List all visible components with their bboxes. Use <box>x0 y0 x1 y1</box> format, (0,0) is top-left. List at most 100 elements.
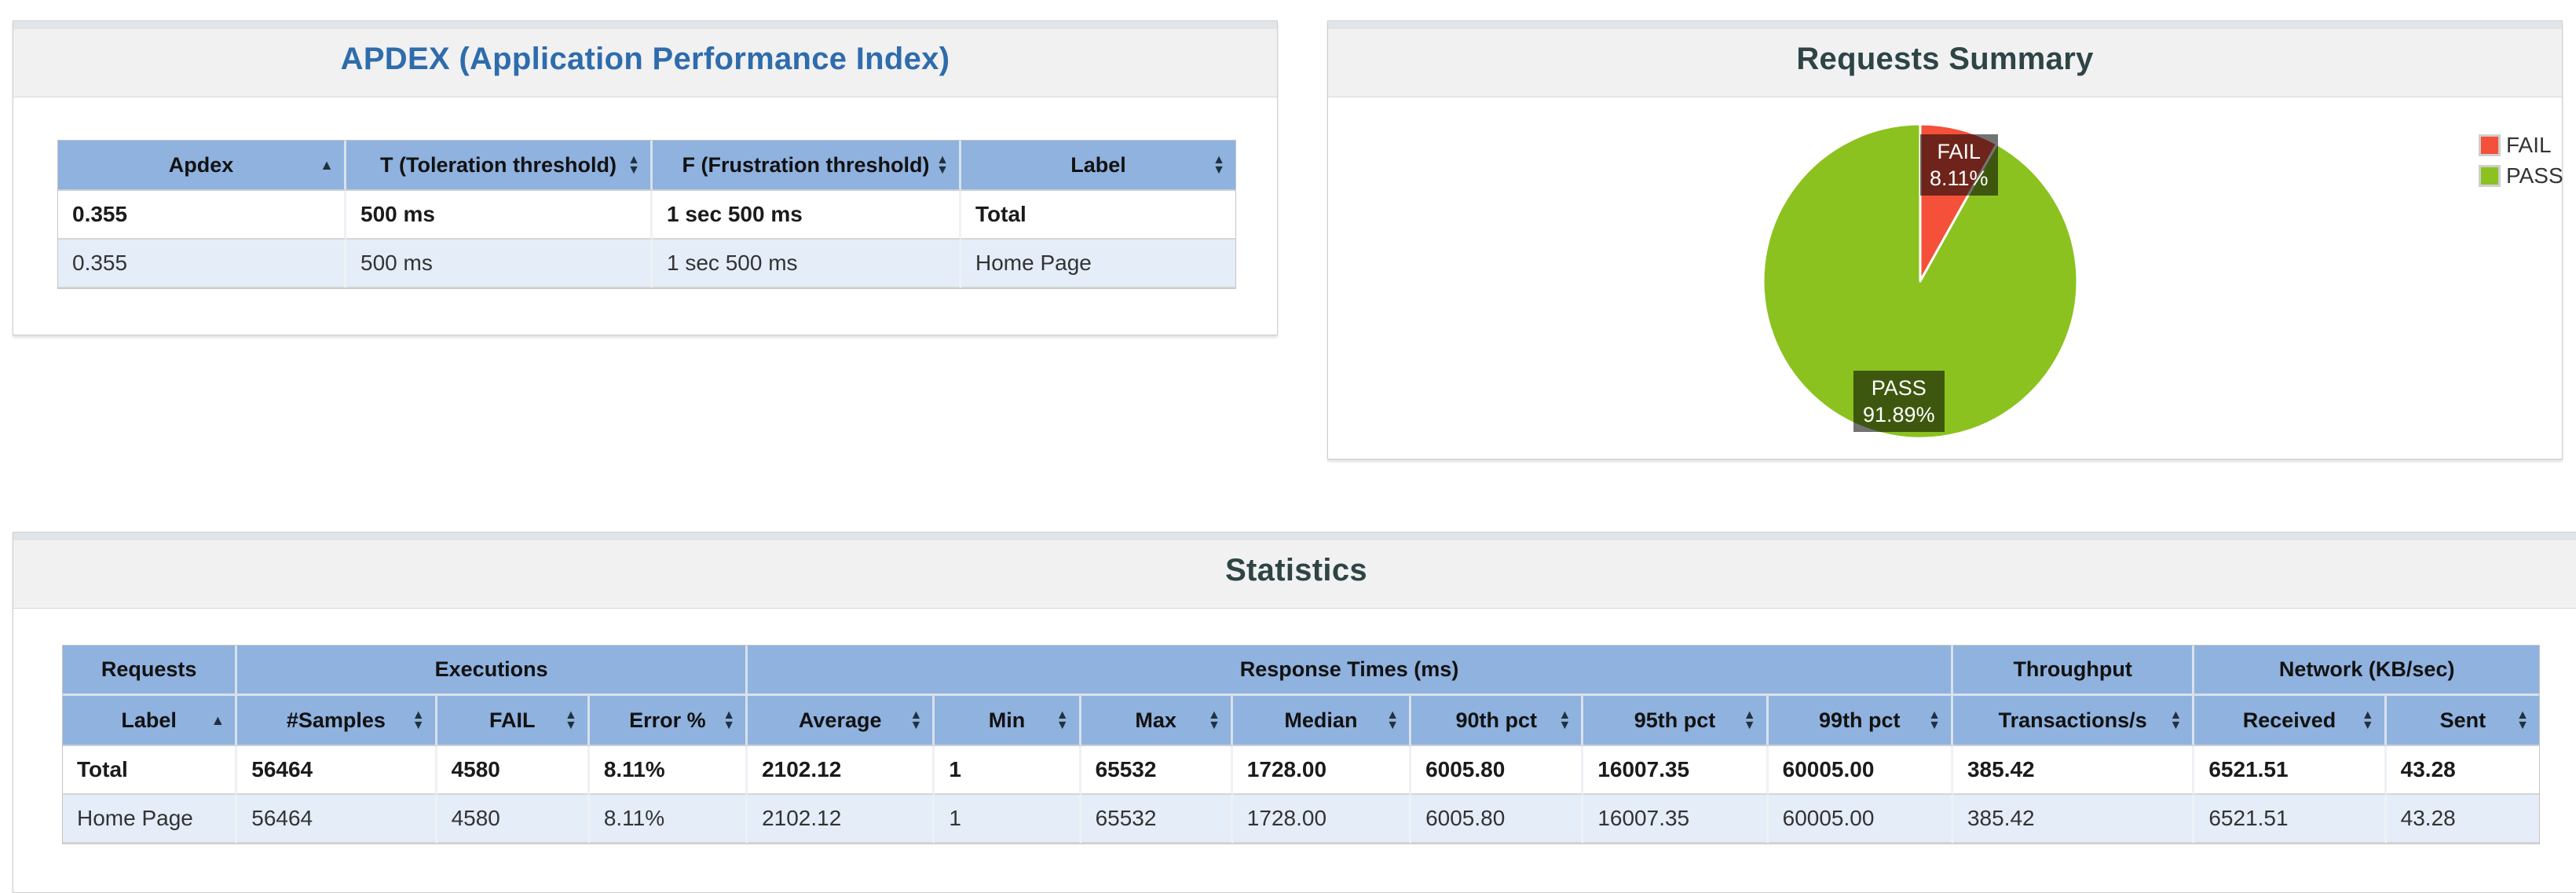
apdex-col-header-frustration[interactable]: F (Frustration threshold) ▲ ▼ <box>653 141 961 191</box>
stats-cell: 6005.80 <box>1411 795 1584 844</box>
sort-both-icon: ▲ ▼ <box>1386 708 1400 732</box>
stats-group-network: Network (KB/sec) <box>2194 646 2539 696</box>
pie-label-fail-name: FAIL <box>1937 140 1981 163</box>
stats-col-label: Min <box>988 708 1026 732</box>
pie-label-pass: PASS 91.89% <box>1853 371 1945 432</box>
sort-both-icon: ▲ ▼ <box>564 708 577 732</box>
sort-both-icon: ▲ ▼ <box>936 153 949 177</box>
apdex-panel-header: APDEX (Application Performance Index) <box>13 21 1277 97</box>
stats-cell: 385.42 <box>1952 746 2195 795</box>
stats-col-label: Average <box>798 708 882 732</box>
apdex-cell: 0.355 <box>58 240 346 288</box>
stats-cell: 385.42 <box>1952 795 2195 844</box>
apdex-cell: 1 sec 500 ms <box>653 240 961 288</box>
stats-cell: 1728.00 <box>1232 746 1412 795</box>
pie-legend: FAIL PASS <box>2479 133 2563 194</box>
stats-col-label: Received <box>2242 708 2336 732</box>
stats-col-label: Sent <box>2439 708 2486 732</box>
stats-cell: Total <box>63 746 238 795</box>
pie-label-fail-pct: 8.11% <box>1930 167 1989 190</box>
apdex-cell: 0.355 <box>58 191 346 240</box>
stats-col-header-median[interactable]: Median ▲ ▼ <box>1232 696 1412 746</box>
stats-cell: 56464 <box>237 746 437 795</box>
stats-col-label: Error % <box>629 708 706 732</box>
sort-both-icon: ▲ ▼ <box>1558 708 1572 732</box>
apdex-table-row-homepage: 0.355 500 ms 1 sec 500 ms Home Page <box>58 240 1235 288</box>
sort-both-icon: ▲ ▼ <box>1743 708 1756 732</box>
apdex-col-header-apdex[interactable]: Apdex ▲ <box>58 141 346 191</box>
stats-cell: 6521.51 <box>2194 746 2387 795</box>
stats-col-header-transactions[interactable]: Transactions/s ▲ ▼ <box>1952 696 2195 746</box>
stats-group-requests: Requests <box>63 646 238 696</box>
stats-cell: 8.11% <box>589 795 748 844</box>
stats-group-executions: Executions <box>237 646 748 696</box>
stats-col-label: FAIL <box>488 708 536 732</box>
stats-col-header-samples[interactable]: #Samples ▲ ▼ <box>237 696 437 746</box>
apdex-cell: 1 sec 500 ms <box>653 191 961 240</box>
apdex-title: APDEX (Application Performance Index) <box>340 41 950 76</box>
stats-cell: 65532 <box>1081 746 1233 795</box>
stats-col-header-average[interactable]: Average ▲ ▼ <box>748 696 935 746</box>
stats-cell: 6005.80 <box>1411 746 1584 795</box>
sort-both-icon: ▲ ▼ <box>1056 708 1069 732</box>
stats-col-header-fail[interactable]: FAIL ▲ ▼ <box>437 696 590 746</box>
sort-both-icon: ▲ ▼ <box>412 708 425 732</box>
stats-cell: 65532 <box>1081 795 1233 844</box>
stats-cell: 4580 <box>437 795 590 844</box>
stats-col-header-error[interactable]: Error % ▲ ▼ <box>589 696 748 746</box>
pie-label-pass-pct: 91.89% <box>1863 403 1935 426</box>
legend-item-fail[interactable]: FAIL <box>2479 133 2563 158</box>
apdex-cell: Total <box>961 191 1235 240</box>
sort-both-icon: ▲ ▼ <box>1213 153 1225 177</box>
apdex-cell: 500 ms <box>346 191 653 240</box>
sort-both-icon: ▲ ▼ <box>909 708 923 732</box>
apdex-table: Apdex ▲ T (Toleration threshold) ▲ ▼ F (F… <box>57 140 1236 289</box>
stats-cell: 8.11% <box>589 746 748 795</box>
stats-col-label: Median <box>1284 708 1358 732</box>
summary-panel-header: Requests Summary <box>1328 21 2562 97</box>
legend-item-pass[interactable]: PASS <box>2479 163 2563 188</box>
apdex-col-header-toleration[interactable]: T (Toleration threshold) ▲ ▼ <box>346 141 653 191</box>
stats-col-header-99th-pct[interactable]: 99th pct ▲ ▼ <box>1768 696 1953 746</box>
apdex-cell: Home Page <box>961 240 1235 288</box>
stats-col-header-max[interactable]: Max ▲ ▼ <box>1081 696 1233 746</box>
apdex-col-header-label[interactable]: Label ▲ ▼ <box>961 141 1235 191</box>
apdex-col-label: Label <box>1070 152 1126 177</box>
pie-slice-pass[interactable] <box>1762 123 2079 440</box>
stats-col-label: 90th pct <box>1455 708 1537 732</box>
stats-cell: 1728.00 <box>1232 795 1412 844</box>
sort-both-icon: ▲ ▼ <box>628 153 640 177</box>
apdex-panel: APDEX (Application Performance Index) Ap… <box>13 20 1278 335</box>
stats-col-header-sent[interactable]: Sent ▲ ▼ <box>2386 696 2539 746</box>
stats-col-header-label[interactable]: Label ▲ <box>63 696 238 746</box>
stats-cell: 1 <box>935 795 1081 844</box>
stats-table-row-total: Total 56464 4580 8.11% 2102.12 1 65532 1… <box>63 746 2539 795</box>
stats-col-label: Label <box>121 708 177 732</box>
stats-col-label: 99th pct <box>1819 708 1901 732</box>
stats-group-throughput: Throughput <box>1952 646 2195 696</box>
apdex-cell: 500 ms <box>346 240 653 288</box>
apdex-col-label: T (Toleration threshold) <box>380 152 617 177</box>
sort-asc-icon: ▲ <box>210 712 225 728</box>
stats-col-header-95th-pct[interactable]: 95th pct ▲ ▼ <box>1583 696 1769 746</box>
legend-swatch-pass <box>2479 165 2501 187</box>
stats-cell: 1 <box>935 746 1081 795</box>
legend-swatch-fail <box>2479 134 2501 156</box>
stats-cell: 56464 <box>237 795 437 844</box>
stats-col-header-received[interactable]: Received ▲ ▼ <box>2194 696 2387 746</box>
sort-both-icon: ▲ ▼ <box>1928 708 1941 732</box>
stats-cell: 2102.12 <box>748 746 935 795</box>
statistics-panel-header: Statistics <box>13 533 2576 609</box>
stats-cell: 4580 <box>437 746 590 795</box>
requests-summary-title: Requests Summary <box>1796 41 2094 76</box>
statistics-table: Requests Executions Response Times (ms) … <box>62 645 2540 844</box>
sort-both-icon: ▲ ▼ <box>2169 708 2183 732</box>
sort-both-icon: ▲ ▼ <box>2516 708 2529 732</box>
statistics-panel: Statistics Requests Executions Response … <box>13 532 2576 893</box>
stats-col-header-90th-pct[interactable]: 90th pct ▲ ▼ <box>1411 696 1584 746</box>
stats-col-header-min[interactable]: Min ▲ ▼ <box>935 696 1081 746</box>
stats-col-label: Transactions/s <box>1998 708 2147 732</box>
legend-label-fail: FAIL <box>2506 133 2552 157</box>
stats-cell: 6521.51 <box>2194 795 2387 844</box>
stats-cell: 16007.35 <box>1583 795 1769 844</box>
